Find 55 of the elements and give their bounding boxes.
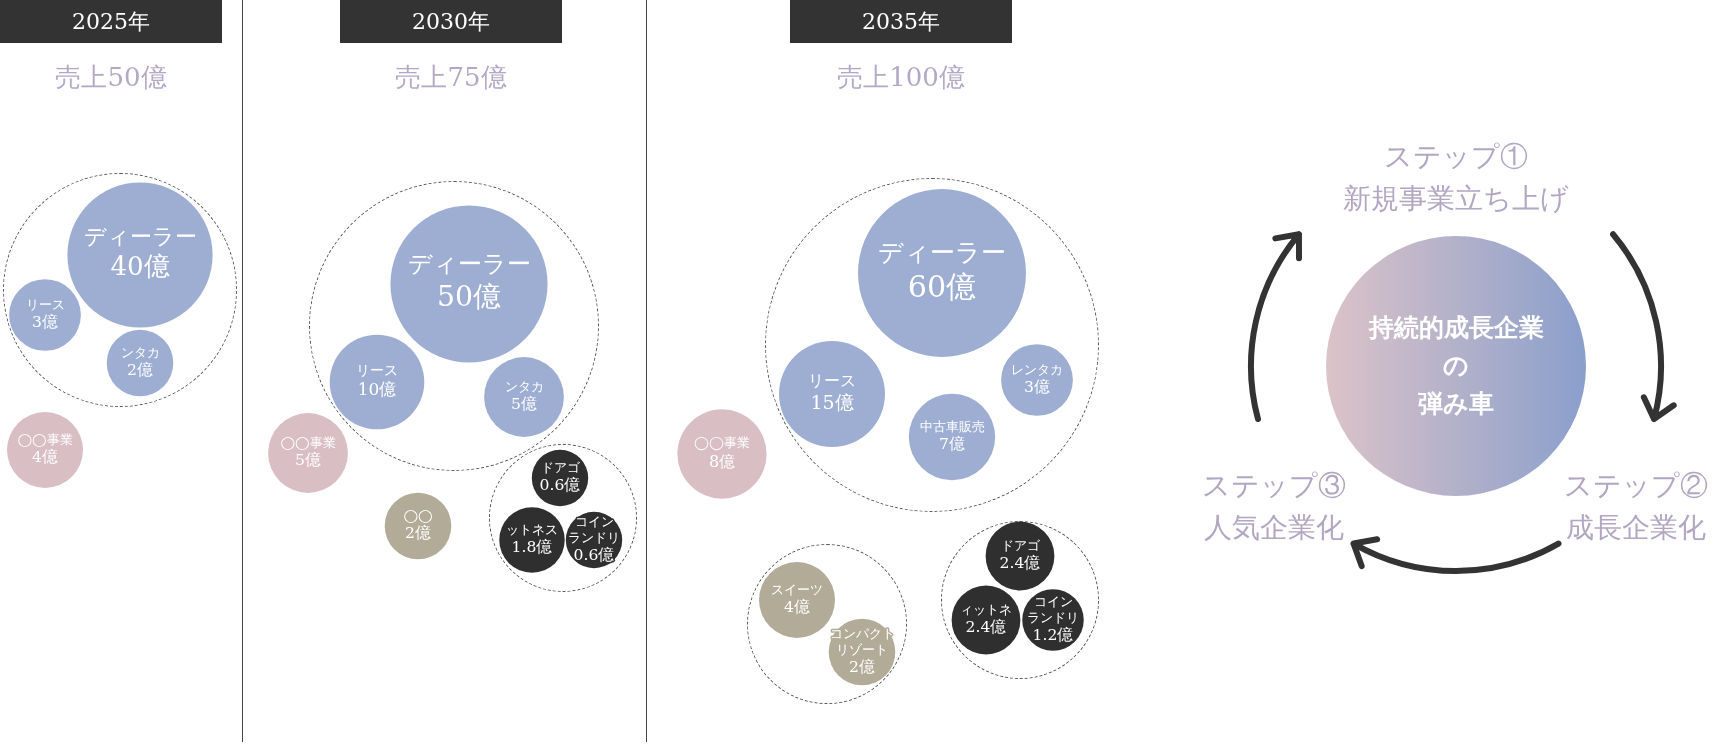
text: ステップ③ 人気企業化 <box>1201 468 1347 546</box>
data-label: 7億 <box>939 435 965 454</box>
text: ステップ② 成長企業化 <box>1563 468 1709 546</box>
category-label: ドアゴ <box>1000 537 1041 553</box>
text: 2035年 <box>790 0 1012 43</box>
text: 売上100億 <box>836 61 966 94</box>
category-label: ディーラー <box>878 237 1006 267</box>
data-label: 2億 <box>405 524 431 543</box>
data-label: 60億 <box>907 268 977 304</box>
data-label: 0.6億 <box>539 476 581 495</box>
text: 弾み車 <box>1417 388 1495 420</box>
data-label: 2億 <box>849 658 875 677</box>
data-label: 1.2億 <box>1032 626 1074 645</box>
data-label: 4億 <box>784 598 810 617</box>
category-label: リース <box>356 362 398 379</box>
text: 2025年 <box>0 0 222 43</box>
category-label: 中古車販売 <box>919 418 985 434</box>
data-label: 2.4億 <box>999 554 1041 573</box>
category-label: ◯◯事業 <box>694 435 750 452</box>
category-label: スイーツ <box>771 581 823 597</box>
text: 持続的成長企業 <box>1367 312 1545 344</box>
category-label: レンタカ <box>1011 361 1063 377</box>
data-label: 5億 <box>295 451 321 470</box>
data-label: 3億 <box>32 313 58 332</box>
category-label: コインランドリ <box>1027 593 1079 625</box>
data-label: 4億 <box>32 448 58 467</box>
category-label: ットネス <box>506 521 558 537</box>
data-label: 15億 <box>810 390 854 413</box>
data-label: 40億 <box>110 251 170 282</box>
data-label: 2.4億 <box>965 618 1007 637</box>
category-label: ◯◯ <box>403 507 433 524</box>
data-label: 5億 <box>511 395 537 414</box>
text: の <box>1442 350 1470 382</box>
category-label: ◯◯事業 <box>280 434 336 451</box>
data-label: 2億 <box>127 361 153 380</box>
data-label: 50億 <box>437 280 501 314</box>
text: ステップ① 新規事業立ち上げ <box>1342 139 1570 217</box>
text: 売上75億 <box>394 61 508 94</box>
category-label: ドアゴ <box>540 459 581 475</box>
category-label: リース <box>25 296 65 312</box>
category-label: ◯◯事業 <box>17 431 73 448</box>
data-label: 1.8億 <box>511 538 553 557</box>
data-label: 10億 <box>357 379 397 400</box>
data-label: 8億 <box>708 451 736 471</box>
category-label: ディーラー <box>83 224 197 250</box>
category-label: ィットネ <box>960 601 1012 617</box>
text: 2030年 <box>340 0 562 43</box>
text: 売上50億 <box>54 61 168 94</box>
category-label: リース <box>808 371 856 391</box>
category-label: ディーラー <box>407 250 531 279</box>
category-label: コインランドリ <box>568 513 620 545</box>
data-label: 3億 <box>1024 378 1050 397</box>
data-label: 0.6億 <box>573 546 615 565</box>
category-label: ンタカ <box>120 344 160 360</box>
category-label: ンタカ <box>504 378 544 394</box>
